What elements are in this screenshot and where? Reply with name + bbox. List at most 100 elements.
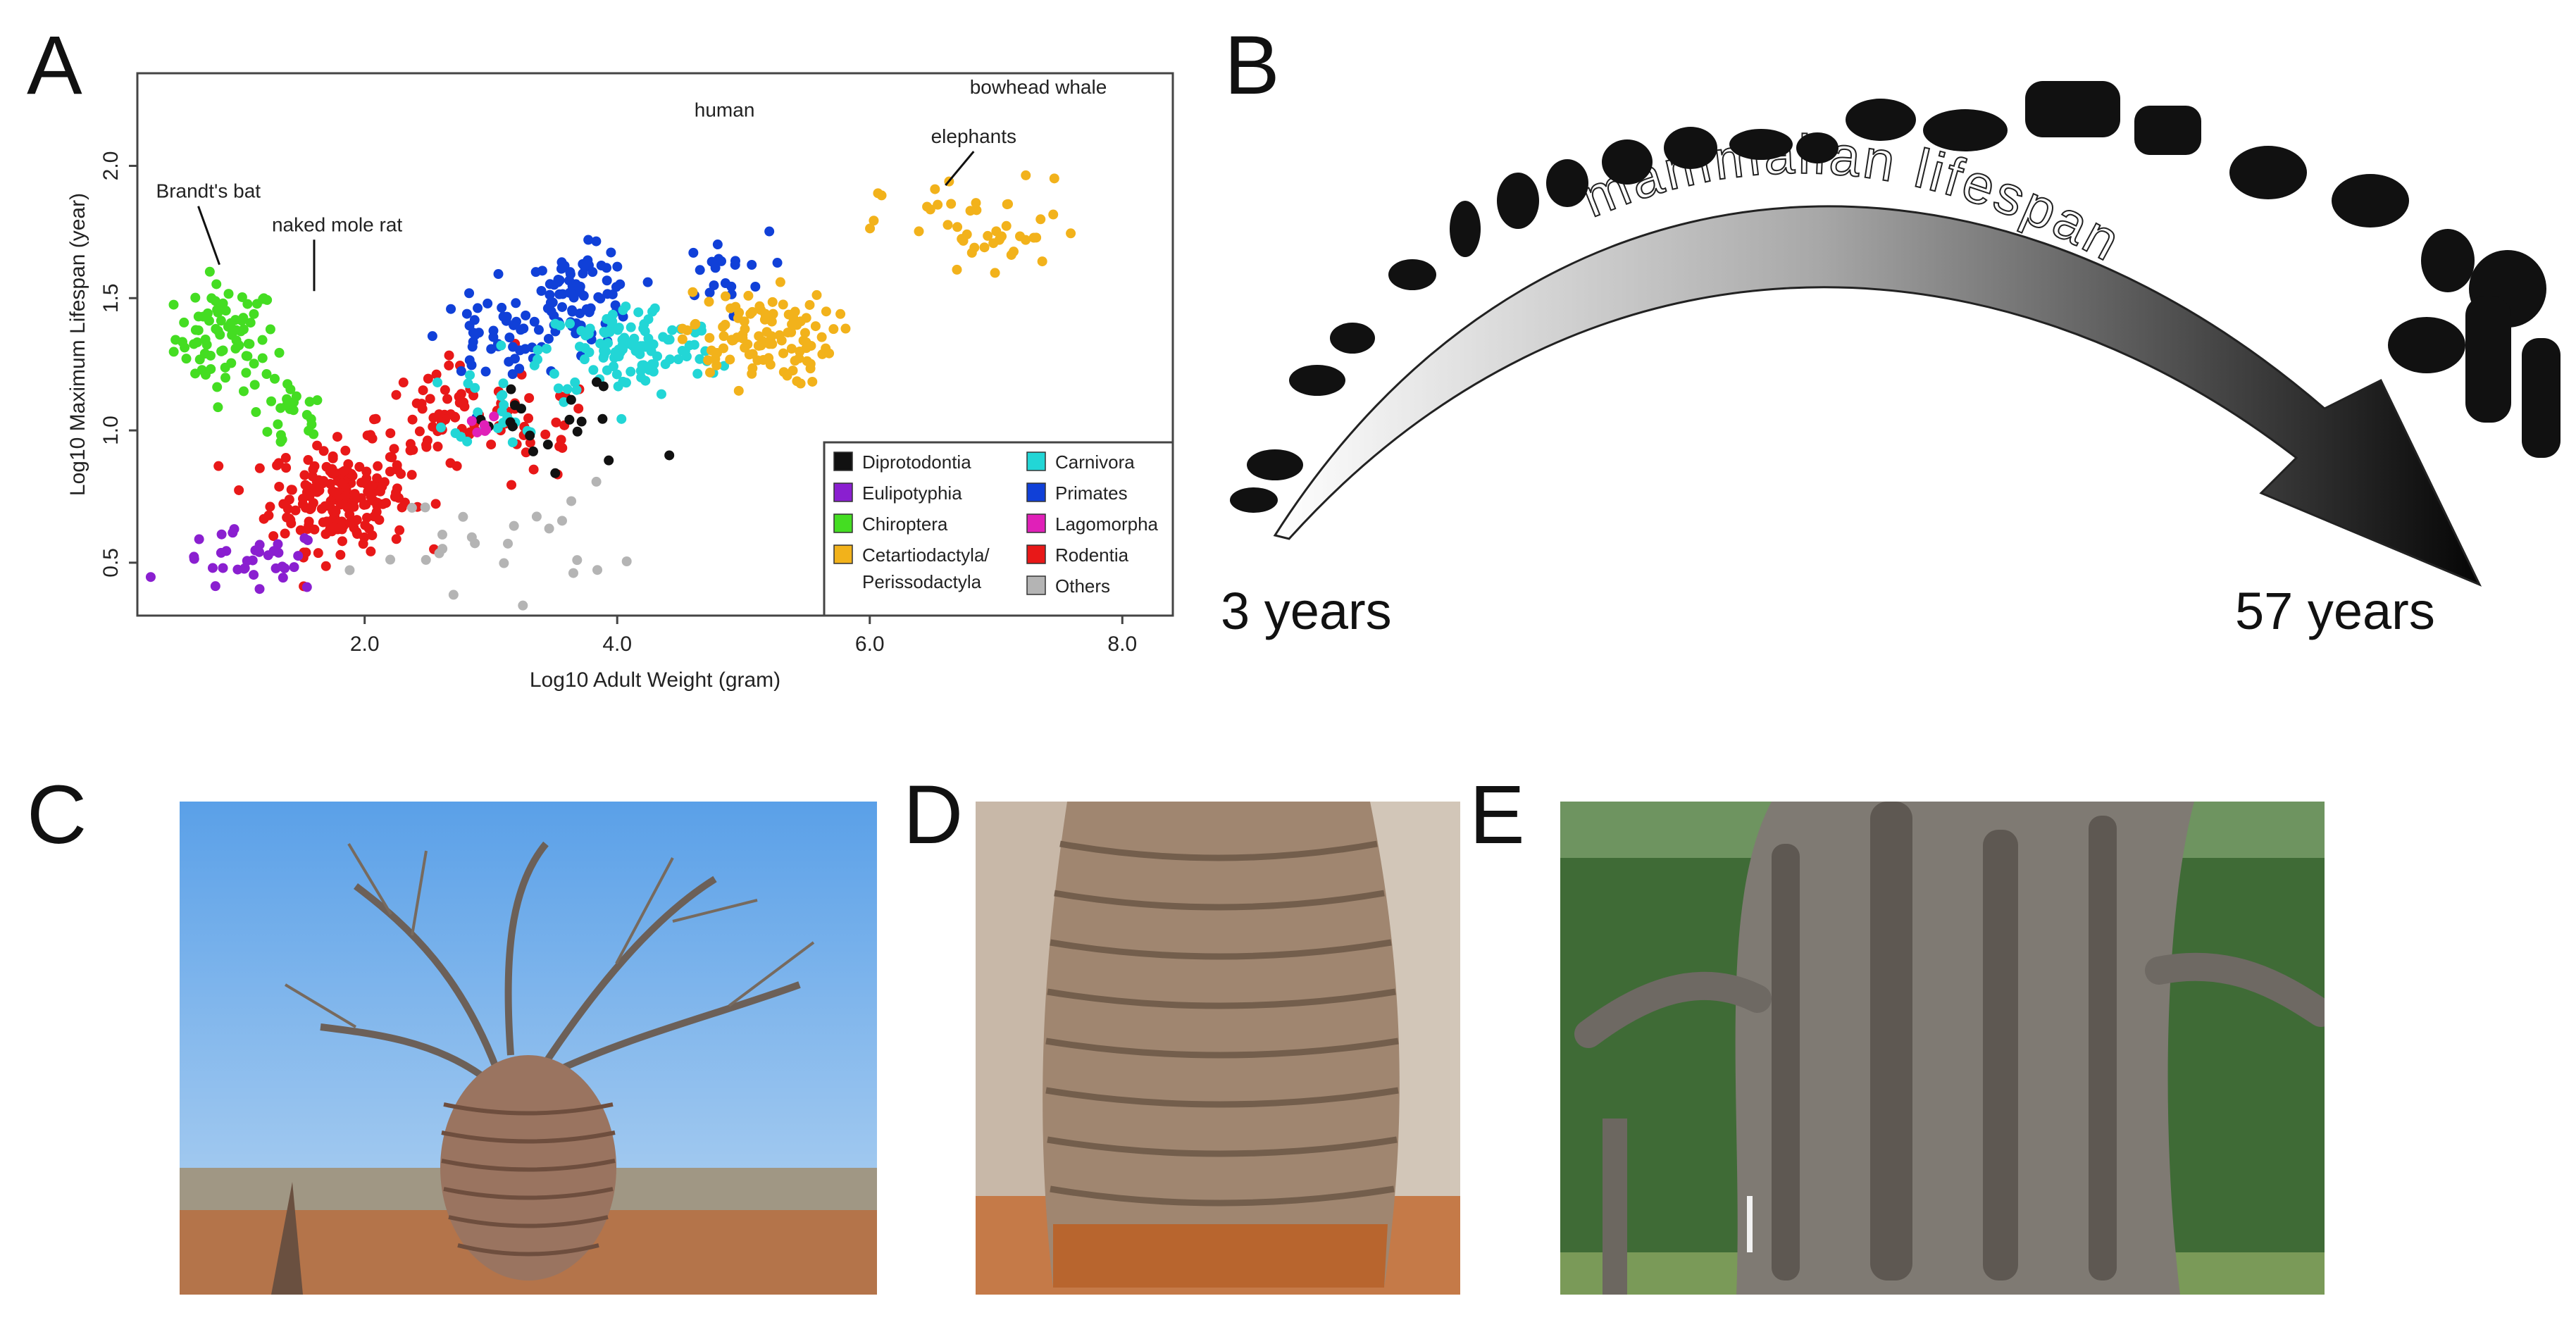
data-point [335, 549, 346, 560]
data-point [450, 428, 461, 438]
data-point [344, 565, 355, 575]
panel-label-c: C [27, 768, 87, 861]
data-point [213, 461, 224, 471]
data-point [709, 280, 719, 291]
data-point [583, 255, 593, 266]
data-point [205, 350, 216, 361]
data-point [602, 275, 612, 286]
data-point [466, 416, 477, 426]
data-point [285, 384, 296, 394]
data-point [211, 279, 222, 289]
data-point [753, 340, 764, 351]
data-point [521, 310, 531, 320]
data-point [179, 317, 189, 328]
annotation-label: naked mole rat [272, 213, 402, 235]
data-point [332, 432, 342, 442]
legend-swatch [833, 482, 853, 502]
data-point [805, 359, 816, 369]
data-point [562, 384, 573, 394]
y-tick-label: 2.0 [99, 151, 123, 181]
data-point [431, 369, 442, 380]
data-point [340, 445, 351, 456]
data-point [244, 339, 255, 349]
data-point [1035, 214, 1046, 225]
lifespan-arrow [1273, 205, 2482, 587]
badger-silhouette [1923, 109, 2008, 151]
data-point [952, 264, 962, 275]
data-point [656, 389, 666, 399]
data-point [337, 536, 347, 547]
data-point [433, 442, 443, 452]
weasel-silhouette [1729, 129, 1793, 160]
mole-silhouette [1796, 132, 1838, 163]
data-point [337, 478, 347, 489]
data-point [385, 428, 396, 439]
data-point [597, 413, 608, 424]
data-point [342, 502, 353, 513]
data-point [486, 440, 497, 450]
data-point [470, 382, 480, 393]
annotation-label: human [695, 99, 755, 120]
data-point [499, 558, 509, 568]
data-point [593, 292, 604, 302]
data-point [456, 366, 466, 376]
x-tick-label: 8.0 [1107, 633, 1137, 656]
data-point [504, 332, 515, 343]
data-point [677, 334, 687, 344]
data-points [145, 170, 1076, 611]
data-point [189, 552, 199, 562]
data-point [541, 344, 552, 354]
bird-silhouette [1546, 159, 1588, 207]
data-point [212, 304, 223, 315]
data-point [1015, 231, 1026, 242]
data-point [573, 404, 584, 414]
data-point [249, 309, 259, 319]
data-point [265, 501, 275, 512]
data-point [667, 325, 678, 335]
data-point [930, 184, 940, 194]
data-point [329, 522, 340, 532]
data-point [556, 435, 566, 445]
data-point [452, 461, 462, 471]
data-point [204, 266, 215, 277]
legend-box [823, 441, 1174, 617]
data-point [192, 337, 203, 348]
data-point [626, 366, 636, 377]
data-point [824, 348, 835, 359]
data-point [840, 323, 851, 334]
data-point [407, 414, 418, 425]
data-point [979, 242, 990, 253]
data-point [524, 393, 535, 404]
data-point [466, 532, 477, 542]
data-point [207, 563, 218, 573]
rabbit-silhouette [1497, 173, 1539, 229]
data-point [254, 547, 265, 557]
data-point [544, 523, 554, 534]
data-point [282, 394, 292, 404]
data-point [293, 551, 304, 561]
data-point [649, 303, 660, 313]
hamster-silhouette [1388, 259, 1436, 290]
lifespan-start-label: 3 years [1221, 582, 1392, 640]
data-point [792, 376, 802, 387]
data-point [234, 485, 244, 495]
pig-silhouette [2332, 174, 2409, 228]
data-point [444, 360, 454, 370]
data-point [472, 427, 483, 437]
data-point [521, 447, 531, 458]
data-point [537, 266, 547, 276]
data-point [692, 368, 703, 379]
data-point [952, 222, 963, 232]
data-point [304, 516, 314, 527]
data-point [687, 287, 698, 297]
data-point [801, 337, 811, 347]
data-point [320, 501, 330, 511]
data-point [591, 236, 602, 247]
data-point [821, 306, 831, 317]
data-point [542, 303, 553, 313]
data-point [280, 528, 290, 539]
data-point [786, 344, 797, 354]
data-point [747, 368, 757, 379]
data-point [497, 406, 507, 417]
data-point [555, 320, 566, 331]
